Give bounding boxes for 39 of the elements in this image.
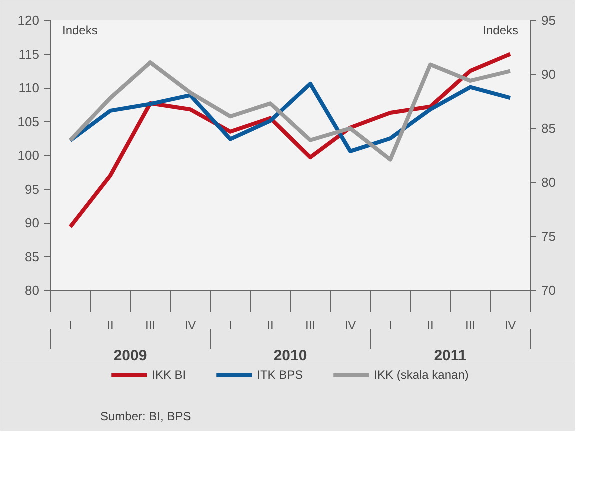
x-tick-label: II [427,318,434,332]
y2-tick-label: 70 [542,283,556,298]
line-series [68,52,512,230]
y-tick-label: 85 [25,249,40,264]
x-tick-label: IV [504,318,516,332]
y2-tick-label: 75 [542,229,556,244]
y-tick-label: 80 [25,283,40,298]
line-series [68,60,512,162]
legend-label: ITK BPS [257,368,304,382]
y2-tick-label: 95 [542,13,556,28]
y-tick-label: 100 [18,148,40,163]
y-tick-label: 95 [25,182,40,197]
y2-tick-label: 85 [542,121,556,136]
x-tick-label: IV [344,318,356,332]
x-tick-label: III [306,318,316,332]
legend-label: IKK BI [152,368,186,382]
y2-axis-title: Indeks [483,24,519,38]
x-tick-label: II [267,318,274,332]
text: Sumber: BI, BPS [100,410,192,424]
x-tick-label: III [146,318,156,332]
x-tick-label: I [388,318,392,332]
x-tick-label: II [107,318,114,332]
y-tick-label: 90 [25,216,40,230]
text: 2009 [114,348,148,364]
y2-tick-label: 80 [542,175,556,190]
y-axis-title: Indeks [62,24,98,38]
x-tick-label: I [68,318,72,332]
line-series [68,82,512,154]
y-tick-label: 110 [18,80,40,96]
text: 2010 [274,348,308,364]
x-tick-label: I [228,318,232,332]
y-tick-label: 115 [18,46,40,62]
y-tick-label: 105 [18,114,40,130]
x-tick-label: IV [184,318,196,332]
y-tick-label: 120 [18,13,40,28]
text: 2011 [434,348,467,364]
legend-label: IKK (skala kanan) [374,368,469,382]
x-tick-label: III [466,318,476,332]
y2-tick-label: 90 [542,67,556,82]
